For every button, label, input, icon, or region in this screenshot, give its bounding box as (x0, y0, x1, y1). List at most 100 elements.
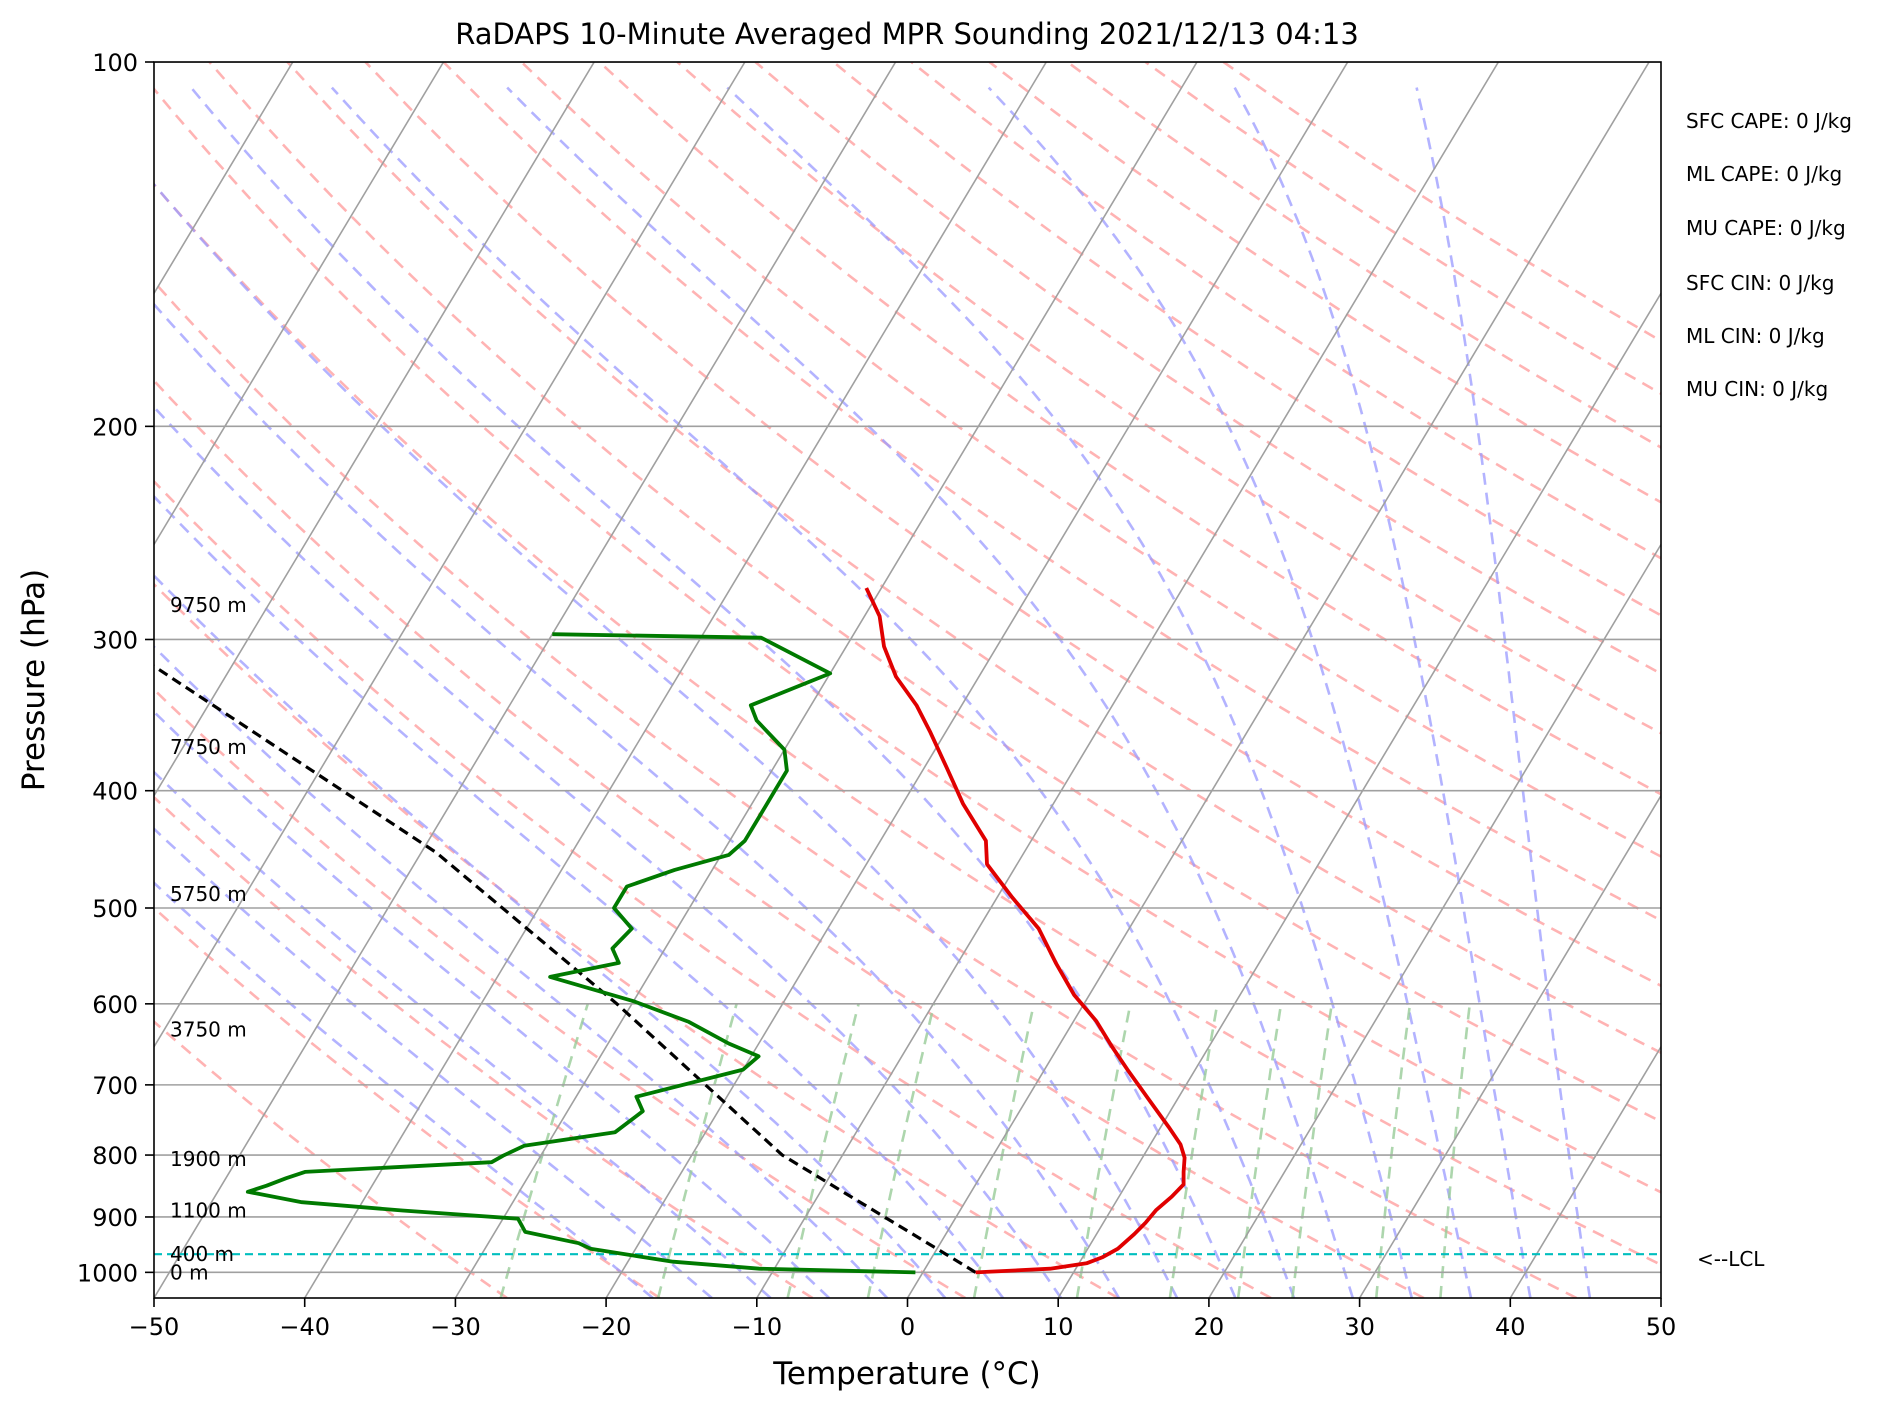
isotherm (605, 62, 1349, 1298)
isotherm (154, 62, 445, 547)
x-tick-label: 50 (1646, 1313, 1677, 1341)
mixing-ratio-line (972, 1003, 1036, 1298)
isotherm (906, 62, 1650, 1298)
y-tick-label: 1000 (77, 1259, 138, 1287)
mixing-ratio-lines (499, 1003, 1472, 1298)
x-axis-label: Temperature (°C) (772, 1356, 1041, 1392)
moist-adiabat (1233, 86, 1532, 1298)
mixing-ratio-line (1291, 1003, 1334, 1298)
mixing-ratio-line (1075, 1003, 1132, 1298)
dry-adiabat (154, 378, 1425, 1298)
dry-adiabat (442, 62, 1661, 922)
y-tick-label: 700 (92, 1072, 138, 1100)
height-label: 5750 m (170, 882, 247, 906)
moist-adiabat (154, 573, 947, 1298)
dry-adiabat (154, 279, 1578, 1298)
dry-adiabat (1222, 62, 1661, 343)
x-tick-label: 20 (1194, 1313, 1225, 1341)
moist-adiabat (190, 86, 1237, 1298)
index-mu-cape: MU CAPE: 0 J/kg (1686, 216, 1846, 240)
mixing-ratio-line (1439, 1003, 1472, 1298)
mixing-ratio-line (866, 1003, 936, 1298)
mixing-ratio-line (1236, 1003, 1283, 1298)
y-tick-label: 600 (92, 991, 138, 1019)
isotherm (1660, 1296, 1661, 1298)
moist-adiabat (726, 86, 1414, 1298)
x-tick-label: 0 (900, 1313, 915, 1341)
dry-adiabat (154, 906, 661, 1298)
moist-adiabat (154, 770, 772, 1298)
stability-indices: SFC CAPE: 0 J/kg ML CAPE: 0 J/kg MU CAPE… (1686, 109, 1852, 401)
height-label: 3750 m (170, 1017, 247, 1041)
isotherm (454, 62, 1198, 1298)
dry-adiabat (1066, 62, 1661, 449)
mixing-ratio-line (1168, 1003, 1219, 1298)
moist-adiabats (154, 86, 1592, 1298)
mixing-ratio-line (499, 1003, 590, 1298)
isotherm (1509, 1045, 1661, 1298)
y-tick-label: 900 (92, 1204, 138, 1232)
temperature-trace (864, 587, 1187, 1275)
y-tick-label: 800 (92, 1142, 138, 1170)
isotherm (154, 62, 897, 1298)
height-label: 400 m (170, 1242, 234, 1266)
moist-adiabat (154, 494, 1005, 1298)
isotherm (154, 62, 746, 1049)
height-label: 1900 m (170, 1147, 247, 1171)
x-tick-label: 30 (1344, 1313, 1375, 1341)
dewpoint-trace (245, 632, 916, 1275)
dry-adiabat (1144, 62, 1661, 396)
x-tick-label: 40 (1495, 1313, 1526, 1341)
isotherm (304, 62, 1047, 1298)
x-tick-label: −50 (129, 1313, 180, 1341)
mixing-ratio-line (1375, 1003, 1412, 1298)
dry-adiabat (286, 62, 1661, 1055)
dry-adiabat (598, 62, 1661, 796)
y-tick-label: 200 (92, 413, 138, 441)
dry-adiabat (154, 182, 1661, 1267)
mixing-ratio-line (656, 1003, 738, 1298)
moist-adiabat (154, 182, 1179, 1298)
index-ml-cape: ML CAPE: 0 J/kg (1686, 162, 1842, 186)
height-label: 0 m (170, 1260, 209, 1284)
dry-adiabat (154, 795, 814, 1298)
isotherm (756, 62, 1500, 1298)
index-sfc-cape: SFC CAPE: 0 J/kg (1686, 109, 1852, 133)
isotherm (1812, 62, 1882, 1298)
moist-adiabat (154, 827, 713, 1298)
dry-adiabat (208, 62, 1661, 1124)
isotherm (154, 62, 595, 798)
moist-adiabat (987, 86, 1473, 1298)
x-tick-label: 10 (1043, 1313, 1074, 1341)
dry-adiabat (154, 87, 1661, 1194)
dry-adiabat (754, 62, 1661, 676)
dry-adiabat (154, 582, 1119, 1298)
index-ml-cin: ML CIN: 0 J/kg (1686, 324, 1825, 348)
x-tick-label: −30 (430, 1313, 481, 1341)
index-mu-cin: MU CIN: 0 J/kg (1686, 377, 1828, 401)
y-axis-label: Pressure (hPa) (16, 569, 52, 791)
chart-title: RaDAPS 10-Minute Averaged MPR Sounding 2… (455, 17, 1359, 51)
dry-adiabat (520, 62, 1661, 859)
height-label: 1100 m (170, 1199, 247, 1223)
isotherm (1057, 291, 1661, 1298)
height-label: 7750 m (170, 735, 247, 759)
moist-adiabat (154, 645, 889, 1298)
dry-adiabats (154, 62, 1661, 1298)
mixing-ratio-line (786, 1003, 860, 1298)
lcl-label: <--LCL (1697, 1247, 1765, 1271)
y-tick-label: 400 (92, 778, 138, 806)
y-axis-ticks: 1000 900 800 700 600 500 400 300 200 100 (77, 49, 154, 1287)
index-sfc-cin: SFC CIN: 0 J/kg (1686, 271, 1834, 295)
dry-adiabat (676, 62, 1661, 735)
moist-adiabat (154, 302, 1121, 1298)
moist-adiabat (330, 86, 1296, 1298)
y-tick-label: 300 (92, 626, 138, 654)
x-tick-label: −40 (279, 1313, 330, 1341)
pressure-gridlines (154, 62, 1661, 1274)
x-tick-label: −20 (581, 1313, 632, 1341)
dry-adiabat (154, 479, 1272, 1298)
x-axis-ticks: −50 −40 −30 −20 −10 0 10 20 30 40 50 (129, 1298, 1677, 1341)
